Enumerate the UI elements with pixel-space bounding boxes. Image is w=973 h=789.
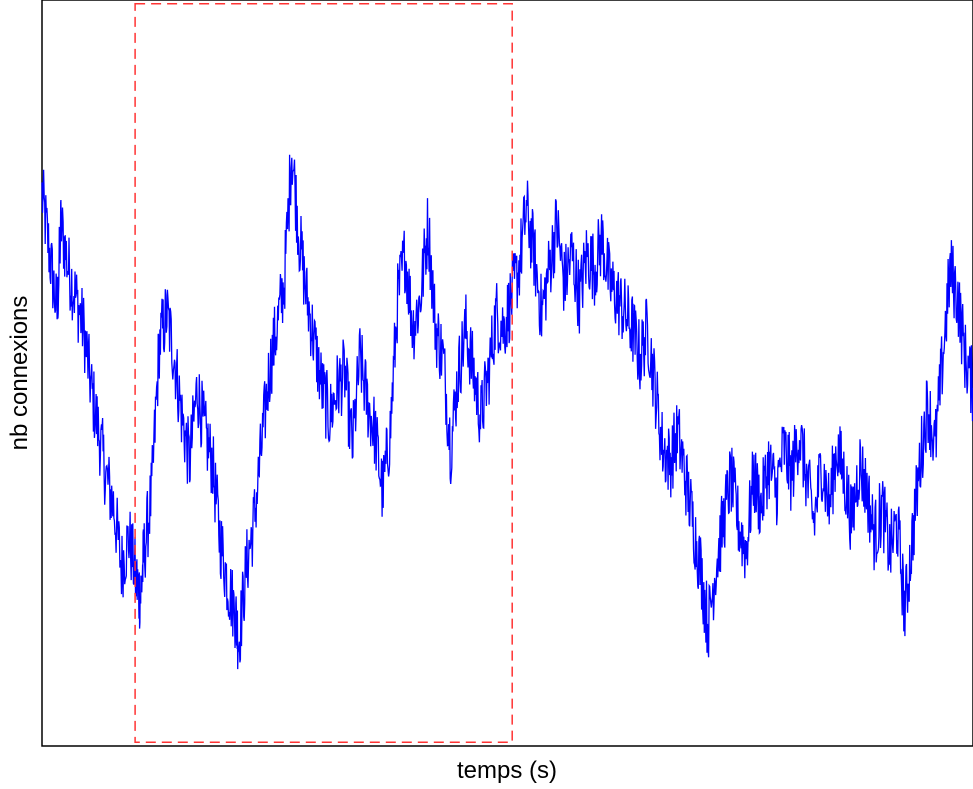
plot-frame — [42, 0, 973, 746]
series-layer — [42, 155, 973, 669]
y-axis-label: nb connexions — [6, 296, 33, 451]
series-line — [42, 155, 973, 669]
x-axis-label: temps (s) — [457, 757, 557, 784]
